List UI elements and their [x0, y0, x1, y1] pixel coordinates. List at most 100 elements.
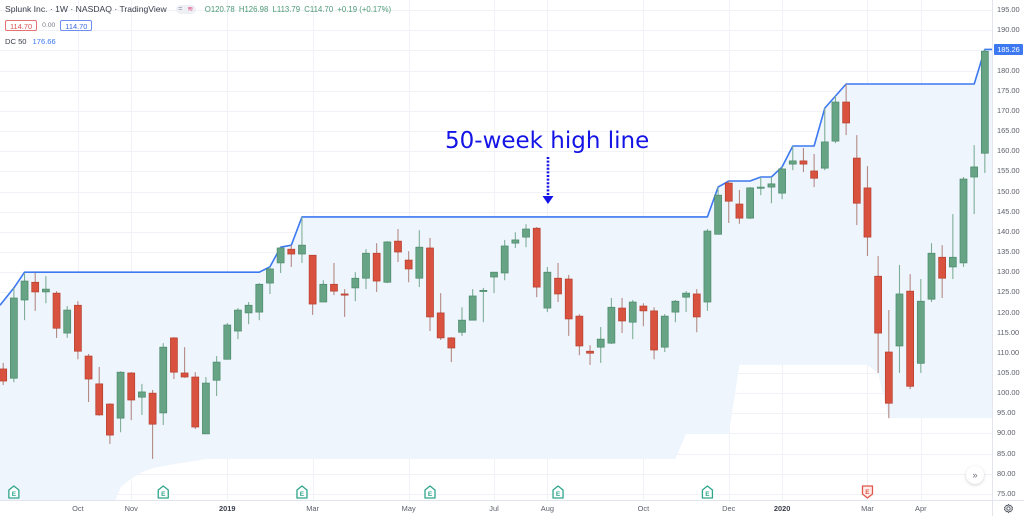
sell-price-button[interactable]: 114.70 [5, 20, 38, 31]
indicator-legend-row[interactable]: DC 50 176.66 [5, 35, 393, 47]
bearish-candle[interactable] [0, 362, 8, 386]
bullish-candle[interactable] [746, 187, 754, 219]
symbol-title[interactable]: Splunk Inc. · 1W · NASDAQ · TradingView [5, 4, 167, 14]
bullish-candle[interactable] [383, 241, 392, 284]
bullish-candle[interactable] [223, 322, 232, 360]
bullish-candle[interactable] [319, 280, 328, 303]
bearish-candle[interactable] [735, 189, 744, 224]
bearish-candle[interactable] [330, 262, 338, 296]
bullish-candle[interactable] [671, 300, 680, 323]
bearish-candle[interactable] [52, 291, 61, 338]
bullish-candle[interactable] [116, 371, 125, 433]
bearish-candle[interactable] [532, 227, 541, 298]
bullish-candle[interactable] [63, 306, 72, 338]
bullish-candle[interactable] [298, 216, 306, 263]
bullish-candle[interactable] [468, 289, 477, 321]
earnings-flag-icon[interactable]: E [296, 485, 308, 499]
bearish-candle[interactable] [148, 389, 157, 459]
bullish-candle[interactable] [458, 307, 466, 336]
bullish-candle[interactable] [682, 291, 690, 313]
bearish-candle[interactable] [575, 314, 584, 356]
bearish-candle[interactable] [650, 307, 658, 360]
bearish-candle[interactable] [394, 229, 402, 263]
bearish-candle[interactable] [372, 243, 381, 292]
bearish-candle[interactable] [842, 84, 850, 136]
bullish-candle[interactable] [895, 264, 904, 373]
bearish-candle[interactable] [180, 347, 189, 378]
bullish-candle[interactable] [714, 187, 722, 235]
bearish-candle[interactable] [170, 337, 178, 380]
bullish-candle[interactable] [490, 271, 498, 294]
bullish-candle[interactable] [415, 230, 424, 288]
bearish-candle[interactable] [31, 272, 40, 311]
bearish-candle[interactable] [692, 289, 701, 333]
bearish-candle[interactable] [287, 245, 296, 267]
earnings-flag-icon[interactable]: E [861, 485, 874, 499]
bearish-candle[interactable] [106, 403, 114, 444]
bearish-candle[interactable] [906, 274, 915, 390]
bearish-candle[interactable] [618, 297, 626, 334]
bullish-candle[interactable] [522, 224, 530, 248]
bearish-candle[interactable] [863, 166, 872, 257]
donchian-upper-line[interactable] [0, 48, 992, 306]
bearish-candle[interactable] [84, 354, 93, 403]
bearish-candle[interactable] [127, 372, 136, 421]
bearish-candle[interactable] [191, 372, 200, 430]
earnings-flag-icon[interactable]: E [8, 485, 20, 499]
bullish-candle[interactable] [500, 239, 509, 281]
chart-pane[interactable]: E E E E E E E Splunk Inc. · 1W · NASDAQ · Trad… [0, 0, 992, 500]
bullish-candle[interactable] [212, 356, 221, 396]
bearish-candle[interactable] [724, 181, 733, 223]
bearish-candle[interactable] [340, 289, 349, 317]
bullish-candle[interactable] [959, 177, 968, 267]
bullish-candle[interactable] [255, 283, 264, 321]
bearish-candle[interactable] [404, 251, 413, 283]
bullish-candle[interactable] [767, 177, 776, 204]
bullish-candle[interactable] [244, 302, 253, 325]
bullish-candle[interactable] [351, 272, 360, 302]
bullish-candle[interactable] [10, 287, 18, 383]
bearish-candle[interactable] [852, 135, 861, 225]
bearish-candle[interactable] [95, 366, 104, 416]
bullish-candle[interactable] [778, 166, 786, 200]
buy-price-button[interactable]: 114.70 [60, 20, 93, 31]
bullish-candle[interactable] [234, 308, 242, 340]
bullish-candle[interactable] [820, 108, 829, 171]
bullish-candle[interactable] [970, 145, 979, 215]
bullish-candle[interactable] [607, 297, 616, 344]
bullish-candle[interactable] [596, 327, 605, 363]
bullish-candle[interactable] [628, 300, 637, 340]
bullish-candle[interactable] [276, 247, 285, 273]
bullish-candle[interactable] [138, 383, 146, 415]
bullish-candle[interactable] [479, 287, 488, 323]
bullish-candle[interactable] [788, 145, 797, 171]
price-axis[interactable]: 195.00190.00185.00180.00175.00170.00165.… [992, 0, 1024, 500]
bullish-candle[interactable] [660, 314, 669, 353]
bullish-candle[interactable] [756, 177, 765, 196]
scroll-to-realtime-button[interactable]: » [966, 466, 984, 484]
time-axis[interactable]: Oct Nov 2019 Mar May Jul Aug Oct Dec 2020 Mar Apr [0, 500, 992, 516]
earnings-flag-icon[interactable]: E [424, 485, 436, 499]
bullish-candle[interactable] [980, 49, 989, 173]
bearish-candle[interactable] [639, 303, 648, 327]
bullish-candle[interactable] [927, 243, 936, 303]
bearish-candle[interactable] [554, 262, 562, 303]
bullish-candle[interactable] [266, 266, 274, 294]
earnings-flag-icon[interactable]: E [552, 485, 564, 499]
bullish-candle[interactable] [831, 95, 840, 144]
bearish-candle[interactable] [426, 237, 434, 332]
bullish-candle[interactable] [42, 276, 50, 304]
bearish-candle[interactable] [447, 337, 456, 363]
bullish-candle[interactable] [703, 229, 712, 311]
bullish-candle[interactable] [202, 377, 210, 435]
bearish-candle[interactable] [874, 256, 882, 373]
bearish-candle[interactable] [564, 275, 573, 336]
bullish-candle[interactable] [511, 232, 520, 248]
earnings-flag-icon[interactable]: E [157, 485, 169, 499]
bearish-candle[interactable] [810, 154, 818, 188]
bearish-candle[interactable] [799, 147, 808, 173]
bearish-candle[interactable] [74, 301, 82, 360]
chart-settings-button[interactable] [992, 500, 1024, 516]
bullish-candle[interactable] [948, 214, 957, 280]
